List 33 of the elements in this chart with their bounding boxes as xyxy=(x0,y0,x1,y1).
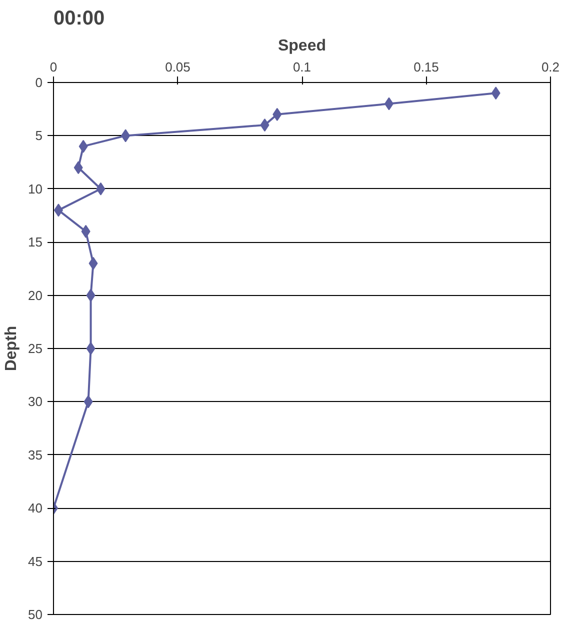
point xyxy=(84,395,93,408)
point xyxy=(86,342,96,355)
y-tick-label: 15 xyxy=(28,234,43,250)
y-axis-title: Depth xyxy=(3,326,20,372)
y-tick-label: 0 xyxy=(35,75,43,90)
x-axis-title: Speed xyxy=(278,38,326,54)
y-tick-label: 25 xyxy=(28,341,43,356)
chart-title: 00:00 xyxy=(54,8,105,30)
point xyxy=(86,288,96,302)
point xyxy=(88,256,98,270)
y-tick-label: 35 xyxy=(28,447,43,462)
y-tick-label: 30 xyxy=(28,394,43,410)
x-tick-label: 0.1 xyxy=(292,60,312,74)
point xyxy=(74,161,83,174)
point xyxy=(54,204,63,217)
point xyxy=(384,97,394,110)
x-tick-label: 0.05 xyxy=(165,60,190,74)
y-tick-label: 20 xyxy=(28,288,43,303)
x-tick-label: 0.2 xyxy=(541,60,560,74)
x-tick-label: 0.15 xyxy=(414,60,439,74)
y-tick-label: 5 xyxy=(35,128,43,144)
y-tick-label: 10 xyxy=(28,181,43,196)
point xyxy=(121,129,130,142)
x-tick-label: 0 xyxy=(50,60,58,74)
y-tick-label: 50 xyxy=(28,607,43,622)
y-tick-label: 40 xyxy=(28,500,43,516)
point xyxy=(491,86,500,100)
point xyxy=(78,140,88,153)
point xyxy=(81,224,90,238)
point xyxy=(272,108,282,121)
y-tick-label: 45 xyxy=(28,554,43,569)
point xyxy=(260,118,270,132)
point xyxy=(96,182,106,196)
